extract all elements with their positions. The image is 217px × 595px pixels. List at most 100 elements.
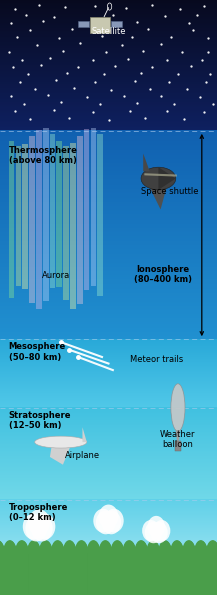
- Bar: [0, 336, 217, 338]
- Bar: [0, 512, 217, 513]
- Bar: [0, 233, 217, 235]
- Polygon shape: [50, 443, 72, 465]
- Bar: [0, 415, 217, 416]
- Bar: [0, 80, 217, 82]
- Bar: [0, 431, 217, 433]
- Bar: [0, 65, 217, 67]
- Bar: [0, 512, 217, 513]
- Bar: [0, 394, 217, 395]
- Bar: [0, 372, 217, 374]
- Bar: [0, 514, 217, 515]
- Bar: [0, 319, 217, 321]
- Bar: [0, 105, 217, 107]
- Bar: [0, 340, 217, 342]
- Bar: [0, 83, 217, 84]
- Bar: [0, 459, 217, 460]
- Bar: [0, 390, 217, 391]
- Bar: [0, 201, 217, 203]
- Bar: [0, 409, 217, 410]
- Bar: [0, 117, 217, 118]
- Bar: [0, 425, 217, 426]
- Bar: [0, 227, 217, 230]
- Bar: [15, 146, 21, 286]
- Bar: [0, 39, 217, 40]
- Polygon shape: [28, 541, 40, 553]
- Bar: [0, 372, 217, 374]
- Bar: [111, 21, 122, 27]
- Polygon shape: [99, 541, 111, 553]
- Bar: [0, 411, 217, 412]
- Bar: [0, 533, 217, 534]
- Text: Meteor trails: Meteor trails: [130, 355, 183, 365]
- Bar: [0, 231, 217, 234]
- Bar: [0, 347, 217, 348]
- Bar: [0, 276, 217, 278]
- Bar: [0, 271, 217, 273]
- Bar: [0, 273, 217, 275]
- Bar: [0, 494, 217, 496]
- Bar: [0, 184, 217, 186]
- Bar: [0, 117, 217, 118]
- Bar: [0, 433, 217, 434]
- Bar: [0, 211, 217, 213]
- Bar: [0, 306, 217, 309]
- Bar: [0, 399, 217, 400]
- Bar: [0, 547, 217, 548]
- Polygon shape: [145, 178, 167, 209]
- Bar: [0, 240, 217, 242]
- Bar: [0, 487, 217, 488]
- Bar: [0, 455, 217, 456]
- Bar: [0, 518, 217, 519]
- Bar: [0, 369, 217, 370]
- Bar: [0, 538, 217, 539]
- Bar: [0, 14, 217, 15]
- Bar: [0, 462, 217, 464]
- Bar: [0, 505, 217, 506]
- Bar: [0, 388, 217, 389]
- Bar: [0, 93, 217, 95]
- Bar: [0, 101, 217, 102]
- Bar: [0, 370, 217, 371]
- Bar: [0, 367, 217, 368]
- Bar: [0, 516, 217, 518]
- Bar: [0, 350, 217, 351]
- Bar: [0, 180, 217, 182]
- Bar: [0, 86, 217, 87]
- Bar: [0, 112, 217, 114]
- Bar: [0, 43, 217, 45]
- Bar: [0, 536, 217, 537]
- Bar: [0, 436, 217, 437]
- Bar: [0, 513, 217, 514]
- Bar: [0, 524, 217, 525]
- Bar: [0, 445, 217, 446]
- Bar: [0, 95, 217, 97]
- Bar: [0, 482, 217, 483]
- Polygon shape: [135, 541, 147, 553]
- Bar: [0, 70, 217, 71]
- Bar: [0, 488, 217, 490]
- Bar: [0, 23, 217, 24]
- Bar: [0, 38, 217, 39]
- Bar: [0, 546, 217, 547]
- Bar: [0, 298, 217, 300]
- Polygon shape: [147, 541, 159, 553]
- Bar: [0, 537, 217, 538]
- Bar: [0, 139, 217, 140]
- Bar: [0, 464, 217, 465]
- Bar: [0, 402, 217, 403]
- Bar: [0, 322, 217, 324]
- Bar: [78, 21, 89, 27]
- Bar: [0, 483, 217, 484]
- Bar: [0, 478, 217, 479]
- Bar: [0, 48, 217, 49]
- Ellipse shape: [25, 515, 47, 541]
- Bar: [0, 161, 217, 163]
- Ellipse shape: [142, 520, 159, 541]
- Bar: [0, 275, 217, 277]
- Bar: [0, 311, 217, 313]
- Bar: [0, 358, 217, 359]
- Bar: [0, 334, 217, 336]
- Bar: [0, 20, 217, 22]
- Bar: [0, 511, 217, 512]
- Bar: [0, 519, 217, 520]
